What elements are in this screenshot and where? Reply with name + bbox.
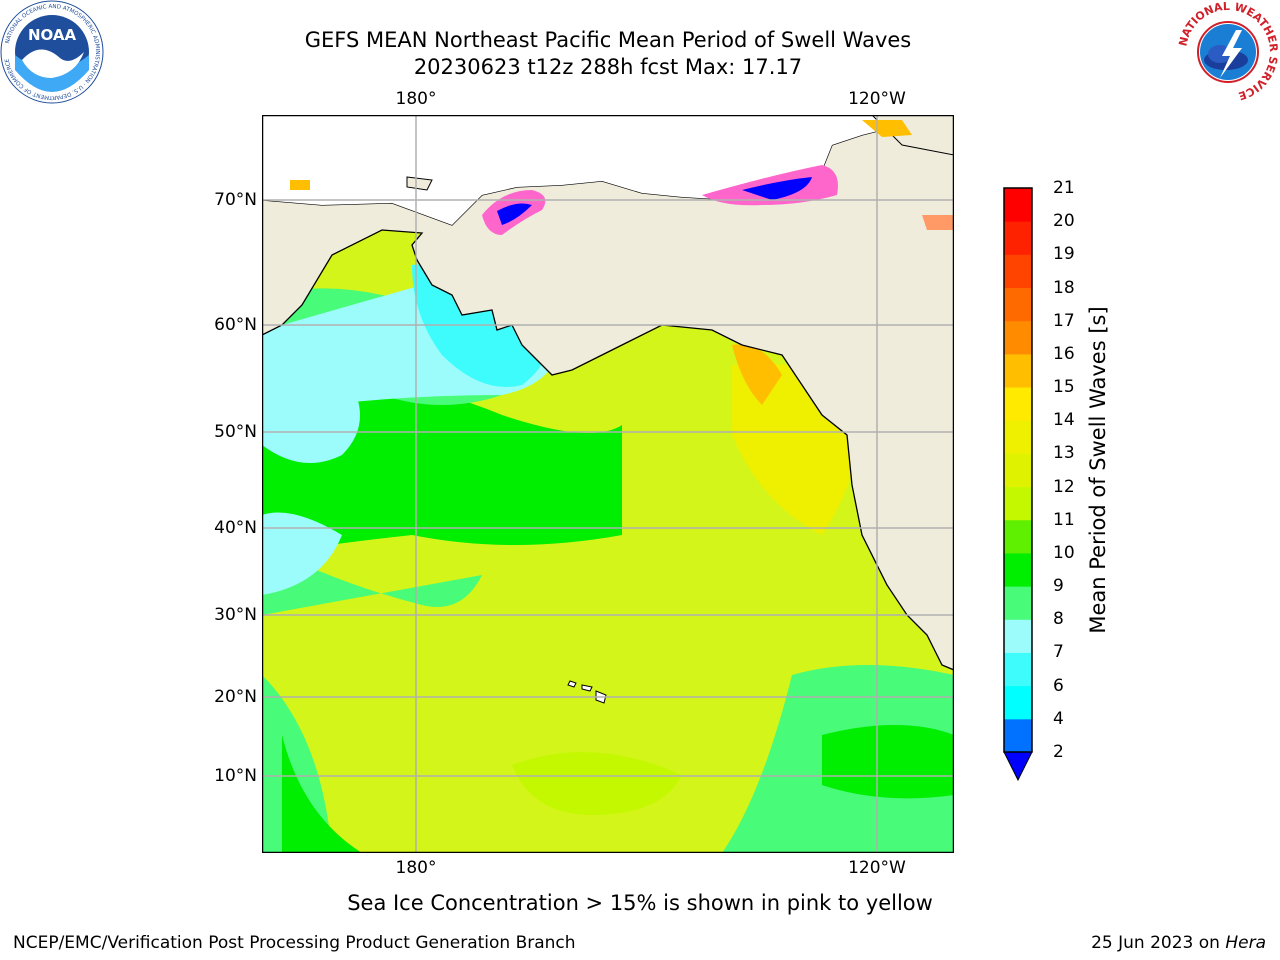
colorbar-swatch (1004, 652, 1032, 687)
colorbar-tick-label: 9 (1053, 576, 1064, 597)
chart-title: GEFS MEAN Northeast Pacific Mean Period … (304, 28, 912, 52)
lon-label-top-120w: 120°W (848, 89, 906, 109)
colorbar-tick-label: 10 (1053, 542, 1075, 563)
colorbar-tick-label: 15 (1053, 377, 1075, 398)
sea-ice-arctic-islands (862, 120, 912, 137)
colorbar-tick-label: 8 (1053, 609, 1064, 630)
colorbar-swatch (1004, 586, 1032, 620)
colorbar-tick-label: 2 (1053, 742, 1064, 762)
sea-ice-hudson (922, 215, 954, 230)
colorbar-frame (1003, 187, 1033, 753)
colorbar-swatch (1004, 254, 1032, 289)
sea-ice-beaufort-core (742, 177, 812, 200)
colorbar-tick-label: 12 (1053, 476, 1075, 497)
colorbar-tick-label: 4 (1053, 708, 1064, 729)
colorbar-swatch (1004, 287, 1032, 322)
lat-label-20n: 20°N (214, 687, 257, 707)
colorbar-tick-label: 7 (1053, 642, 1064, 663)
period-band-8s-mid (262, 512, 342, 595)
colorbar-swatch (1004, 619, 1032, 653)
footer-credit: NCEP/EMC/Verification Post Processing Pr… (13, 933, 576, 953)
map-frame (262, 115, 954, 853)
colorbar-tick-label: 14 (1053, 410, 1075, 431)
lat-label-40n: 40°N (214, 518, 257, 538)
lat-label-10n: 10°N (214, 766, 257, 786)
footer-date: 25 Jun 2023 on Hera (1091, 933, 1266, 953)
colorbar-tick-label: 11 (1053, 509, 1075, 530)
footer-date-text: 25 Jun 2023 on (1091, 933, 1226, 953)
colorbar-tick-label: 19 (1053, 244, 1075, 265)
period-band-16s-coast (732, 344, 782, 405)
sea-ice-siberia (290, 180, 310, 190)
period-band-11s-sw (282, 735, 362, 853)
colorbar-swatch (1004, 685, 1032, 720)
noaa-logo-text: NOAA (28, 26, 77, 44)
sea-ice-note: Sea Ice Concentration > 15% is shown in … (347, 891, 933, 915)
arctic-ocean (262, 115, 954, 225)
lat-label-50n: 50°N (214, 422, 257, 442)
lat-label-30n: 30°N (214, 605, 257, 625)
colorbar-tick-label: 16 (1053, 343, 1075, 364)
colorbar-swatch (1004, 486, 1032, 521)
swell-period-map (262, 115, 954, 853)
nws-logo: NATIONAL WEATHER SERVICE (1176, 0, 1280, 103)
colorbar-extend-arrow (1003, 751, 1033, 782)
lat-label-60n: 60°N (214, 315, 257, 335)
colorbar-tick-label: 18 (1053, 277, 1075, 298)
sea-ice-chukchi-core (497, 203, 532, 225)
colorbar-tick-label: 20 (1053, 211, 1075, 232)
lon-label-bottom-180: 180° (395, 858, 437, 878)
lat-label-70n: 70°N (214, 190, 257, 210)
noaa-logo: NATIONAL OCEANIC AND ATMOSPHERIC ADMINIS… (0, 0, 104, 104)
colorbar-swatch (1004, 353, 1032, 388)
chart-subtitle: 20230623 t12z 288h fcst Max: 17.17 (413, 55, 803, 79)
colorbar-tick-label: 6 (1053, 675, 1064, 696)
north-america-landmass (262, 119, 954, 671)
colorbar-swatch (1004, 221, 1032, 255)
footer-machine: Hera (1225, 933, 1266, 953)
colorbar-swatch (1004, 718, 1032, 753)
colorbar-swatch (1004, 420, 1032, 454)
colorbar-tick-label: 21 (1053, 178, 1075, 198)
map-gridlines (262, 115, 954, 853)
colorbar-swatch (1004, 552, 1032, 587)
lon-label-bottom-120w: 120°W (848, 858, 906, 878)
period-band-12s-tropics (512, 752, 682, 815)
period-band-10s-south (262, 545, 482, 615)
colorbar-swatch (1004, 519, 1032, 554)
colorbar-tick-label: 17 (1053, 310, 1075, 331)
lon-label-top-180: 180° (395, 89, 437, 109)
colorbar-swatch (1004, 188, 1032, 222)
colorbar-swatch (1004, 453, 1032, 488)
colorbar-swatch (1004, 387, 1032, 421)
wrangel-island (406, 176, 433, 191)
colorbar (1003, 187, 1033, 782)
colorbar-label: Mean Period of Swell Waves [s] (1086, 306, 1110, 634)
colorbar-tick-label: 13 (1053, 443, 1075, 464)
colorbar-swatch (1004, 320, 1032, 355)
period-band-11s-se (822, 725, 954, 799)
